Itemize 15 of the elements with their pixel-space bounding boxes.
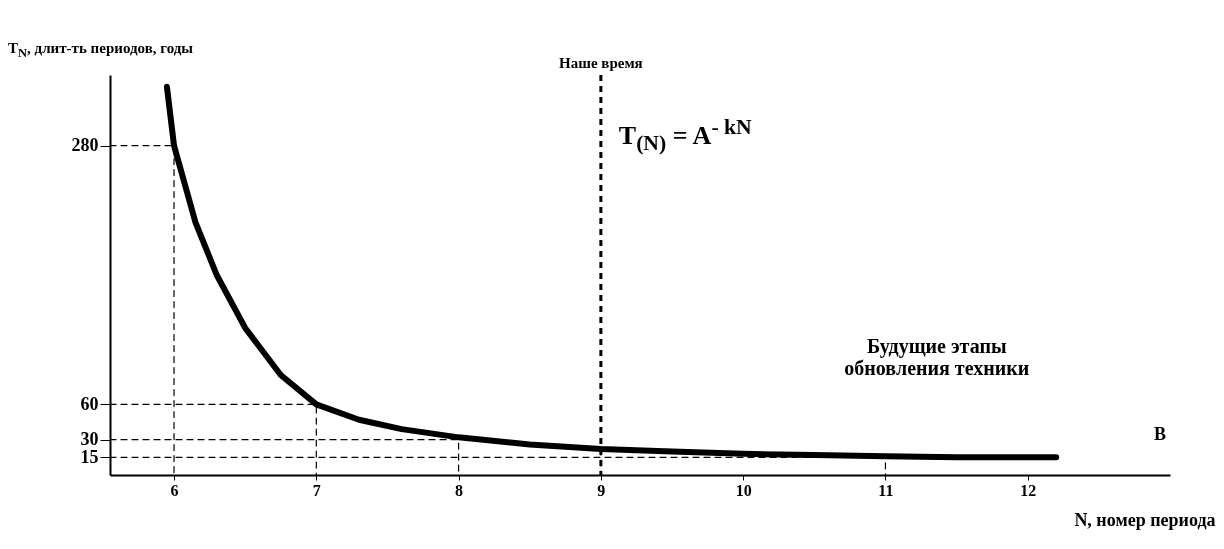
y-tick-label: 60 — [80, 393, 99, 414]
y-axis-title: T$_{N}$, длит-ть периодов, годы — [8, 40, 194, 61]
x-tick-label: 11 — [878, 481, 894, 499]
x-tick-label: 8 — [455, 481, 464, 499]
y-tick-label: 280 — [71, 135, 99, 156]
x-tick-label: 10 — [735, 481, 752, 499]
x-tick-label: 6 — [170, 481, 179, 499]
annotation: T$_{(N)}$ = A$^{- kN}$ — [618, 115, 752, 156]
x-tick-label: 7 — [312, 481, 321, 499]
annotation: B — [1154, 424, 1167, 444]
x-tick-label: 12 — [1020, 481, 1037, 499]
annotation: Будущие этапы обновления техники — [844, 335, 1030, 379]
ref-line-label: Наше время — [559, 55, 643, 71]
x-axis-title: N, номер периода — [1074, 509, 1216, 530]
x-tick-label: 9 — [597, 481, 606, 499]
